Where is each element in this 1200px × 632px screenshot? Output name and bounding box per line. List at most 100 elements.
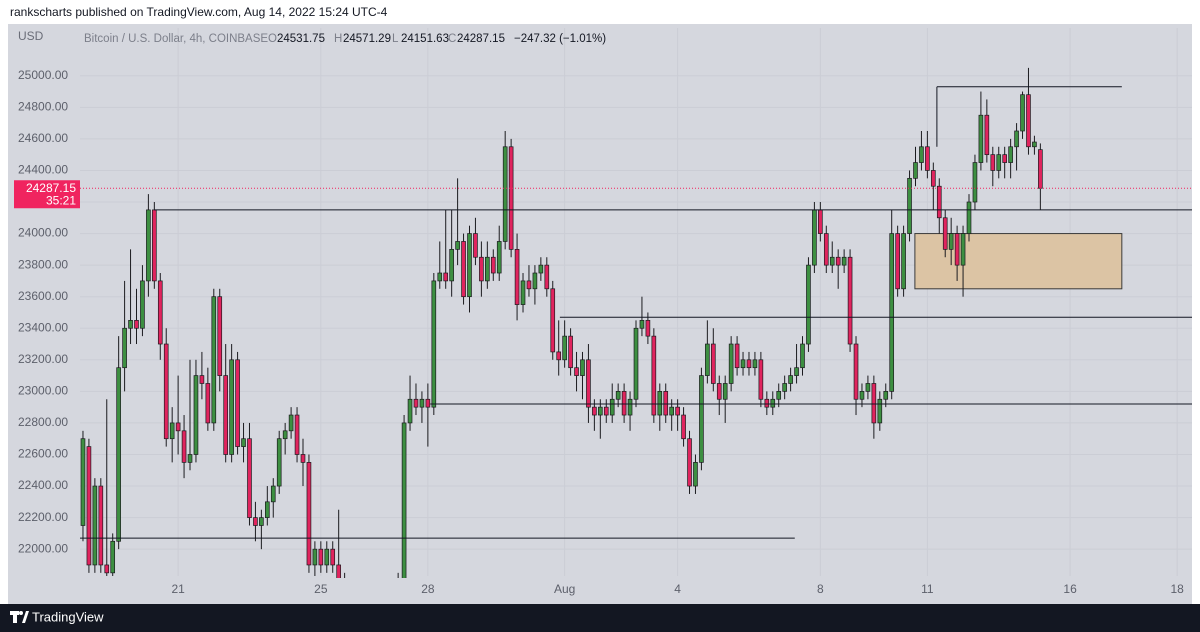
candle-body [782, 383, 787, 392]
candle-body [437, 272, 443, 282]
candle-body [163, 343, 169, 440]
y-tick-label: 22400.00 [18, 478, 68, 492]
candle-body [996, 154, 1002, 171]
candle-body [740, 359, 746, 369]
candle-body [455, 241, 460, 250]
x-tick-label: 25 [314, 582, 328, 596]
chart-background [8, 24, 1192, 604]
legend-key: C [448, 33, 456, 45]
candle-body [758, 359, 764, 400]
candle-body [169, 422, 175, 440]
candle-body [800, 343, 805, 369]
candle-body [490, 256, 496, 274]
candle-body [806, 264, 811, 345]
candle-body [580, 359, 585, 376]
y-tick-label: 24000.00 [18, 226, 68, 240]
candle-body [253, 517, 258, 526]
y-tick-label: 24800.00 [18, 99, 68, 113]
candle-body [556, 351, 562, 361]
candle-body [657, 391, 663, 416]
candle-body [621, 391, 627, 416]
candle-body [181, 430, 187, 463]
candle-body [526, 280, 532, 290]
y-tick-label: 25000.00 [18, 68, 68, 82]
candle-body [485, 256, 490, 282]
candle-body [936, 185, 942, 219]
candle-body [294, 414, 300, 455]
candle-body [883, 391, 889, 400]
candle-body [931, 170, 936, 187]
candle-body [812, 209, 817, 266]
candle-body [675, 406, 680, 416]
candle-body [1020, 94, 1025, 132]
candle-body [128, 320, 133, 329]
candle-body [978, 114, 984, 163]
candle-body [134, 320, 139, 329]
candle-body [592, 406, 597, 416]
footer-logo [10, 611, 29, 623]
candle-body [306, 462, 312, 566]
candle-body [770, 398, 776, 408]
candle-body [187, 454, 193, 463]
candle-body [223, 375, 229, 455]
candle-body [687, 438, 692, 487]
candle-body [401, 422, 407, 578]
candle-body [859, 391, 865, 400]
candle-body [746, 359, 752, 369]
candle-body [282, 430, 288, 440]
candle-body [419, 398, 425, 408]
candle-body [496, 241, 502, 274]
y-tick-label: 22600.00 [18, 447, 68, 461]
candle-body [211, 296, 217, 424]
candle-body [639, 320, 645, 329]
candle-body [544, 264, 550, 290]
candle-body [300, 454, 306, 463]
x-tick-label: Aug [554, 582, 575, 596]
candle-body [229, 359, 234, 455]
candle-body [919, 146, 924, 163]
candle-body [336, 564, 341, 578]
candle-body [841, 256, 847, 266]
candle-body [152, 209, 157, 282]
y-tick-label: 22200.00 [18, 510, 68, 524]
candle-body [562, 335, 567, 361]
y-tick-label: 24400.00 [18, 163, 68, 177]
logo-part [19, 611, 23, 615]
candle-body [716, 383, 722, 400]
candle-body [776, 391, 782, 400]
candle-body [217, 296, 223, 376]
candle-body [693, 462, 698, 487]
candle-body [1002, 154, 1007, 163]
candle-body [98, 485, 104, 566]
legend-value: 24287.15 [457, 33, 505, 45]
candle-body [467, 233, 472, 298]
y-tick-label: 24600.00 [18, 131, 68, 145]
candle-body [895, 233, 900, 290]
candle-body [110, 540, 116, 574]
candle-body [871, 383, 877, 424]
candle-body [627, 398, 633, 416]
header-text: rankscharts published on TradingView.com… [10, 5, 388, 19]
candle-body [942, 217, 948, 250]
candle-body [705, 343, 710, 376]
candle-body [157, 280, 163, 345]
candle-body [889, 233, 895, 392]
y-tick-label: 23600.00 [18, 289, 68, 303]
candle-body [966, 201, 972, 234]
candle-body [538, 264, 544, 274]
legend-value: 24571.29 [343, 33, 391, 45]
candle-body [794, 367, 799, 376]
candle-body [586, 359, 591, 408]
candle-body [901, 233, 906, 290]
candle-body [615, 391, 621, 400]
candle-body [603, 406, 609, 416]
candle-body [80, 438, 86, 526]
candle-body [104, 564, 110, 574]
candle-body [574, 367, 579, 376]
x-tick-label: 28 [421, 582, 435, 596]
candle-body [1038, 149, 1043, 189]
candle-body [514, 248, 520, 305]
candle-body [598, 406, 603, 416]
candle-body [984, 114, 990, 156]
candle-body [324, 548, 330, 566]
